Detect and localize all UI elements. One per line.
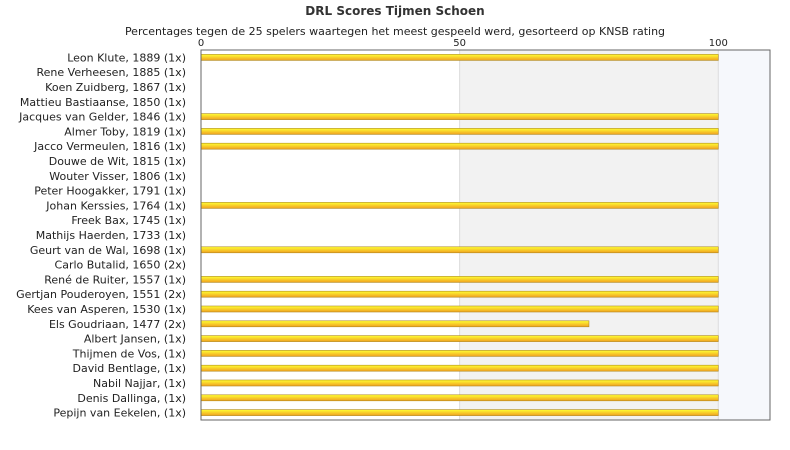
bar <box>200 409 719 416</box>
x-tick-label: 50 <box>453 38 466 49</box>
category-label: Geurt van de Wal, 1698 (1x) <box>30 244 186 257</box>
bar <box>200 305 719 313</box>
band-100-plus <box>718 50 770 420</box>
category-label: Mathijs Haerden, 1733 (1x) <box>36 229 186 242</box>
category-label: Koen Zuidberg, 1867 (1x) <box>45 81 186 94</box>
bar <box>200 335 719 342</box>
category-label: Johan Kerssies, 1764 (1x) <box>45 199 186 212</box>
x-axis-ticks: 0 50 100 <box>198 38 728 49</box>
bar <box>200 290 719 298</box>
bar <box>200 113 719 120</box>
category-label: Albert Jansen, (1x) <box>84 333 186 346</box>
bar <box>200 202 719 209</box>
category-label: Almer Toby, 1819 (1x) <box>64 125 186 138</box>
band-50-100 <box>459 50 719 420</box>
bar <box>200 128 719 135</box>
category-label: Rene Verheesen, 1885 (1x) <box>37 66 186 79</box>
category-label: Kees van Asperen, 1530 (1x) <box>27 303 186 316</box>
bar <box>200 350 719 357</box>
bar <box>200 54 719 61</box>
bar <box>200 142 719 150</box>
category-label: Els Goudriaan, 1477 (2x) <box>49 318 186 331</box>
category-label: Leon Klute, 1889 (1x) <box>67 51 186 64</box>
plot-background <box>201 50 770 420</box>
category-label: Freek Bax, 1745 (1x) <box>71 214 186 227</box>
category-label: David Bentlage, (1x) <box>73 362 187 375</box>
bar <box>200 320 590 328</box>
bar <box>200 276 719 283</box>
bar <box>200 379 719 387</box>
x-tick-label: 100 <box>709 38 728 49</box>
category-label: Mattieu Bastiaanse, 1850 (1x) <box>20 96 186 109</box>
category-label: Wouter Visser, 1806 (1x) <box>49 170 186 183</box>
category-label: Peter Hoogakker, 1791 (1x) <box>34 185 186 198</box>
category-label: Thijmen de Vos, (1x) <box>72 347 186 360</box>
category-label: Denis Dallinga, (1x) <box>77 392 186 405</box>
x-tick-label: 0 <box>198 38 204 49</box>
bar <box>200 364 719 372</box>
category-label: Carlo Butalid, 1650 (2x) <box>55 259 186 272</box>
bar <box>200 394 719 402</box>
category-label: Jacques van Gelder, 1846 (1x) <box>18 111 186 124</box>
chart-subtitle: Percentages tegen de 25 spelers waartege… <box>124 25 666 38</box>
plot-frame <box>200 49 771 421</box>
category-label: Jacco Vermeulen, 1816 (1x) <box>33 140 186 153</box>
category-label: Gertjan Pouderoyen, 1551 (2x) <box>16 288 186 301</box>
category-label: René de Ruiter, 1557 (1x) <box>44 273 186 286</box>
bar <box>200 246 719 254</box>
category-label: Pepijn van Eekelen, (1x) <box>53 407 186 420</box>
chart-title: DRL Scores Tijmen Schoen <box>305 4 485 18</box>
y-axis-labels: Leon Klute, 1889 (1x) Rene Verheesen, 188… <box>16 51 186 419</box>
category-label: Douwe de Wit, 1815 (1x) <box>49 155 186 168</box>
band-0-50 <box>201 50 460 420</box>
category-label: Nabil Najjar, (1x) <box>93 377 186 390</box>
